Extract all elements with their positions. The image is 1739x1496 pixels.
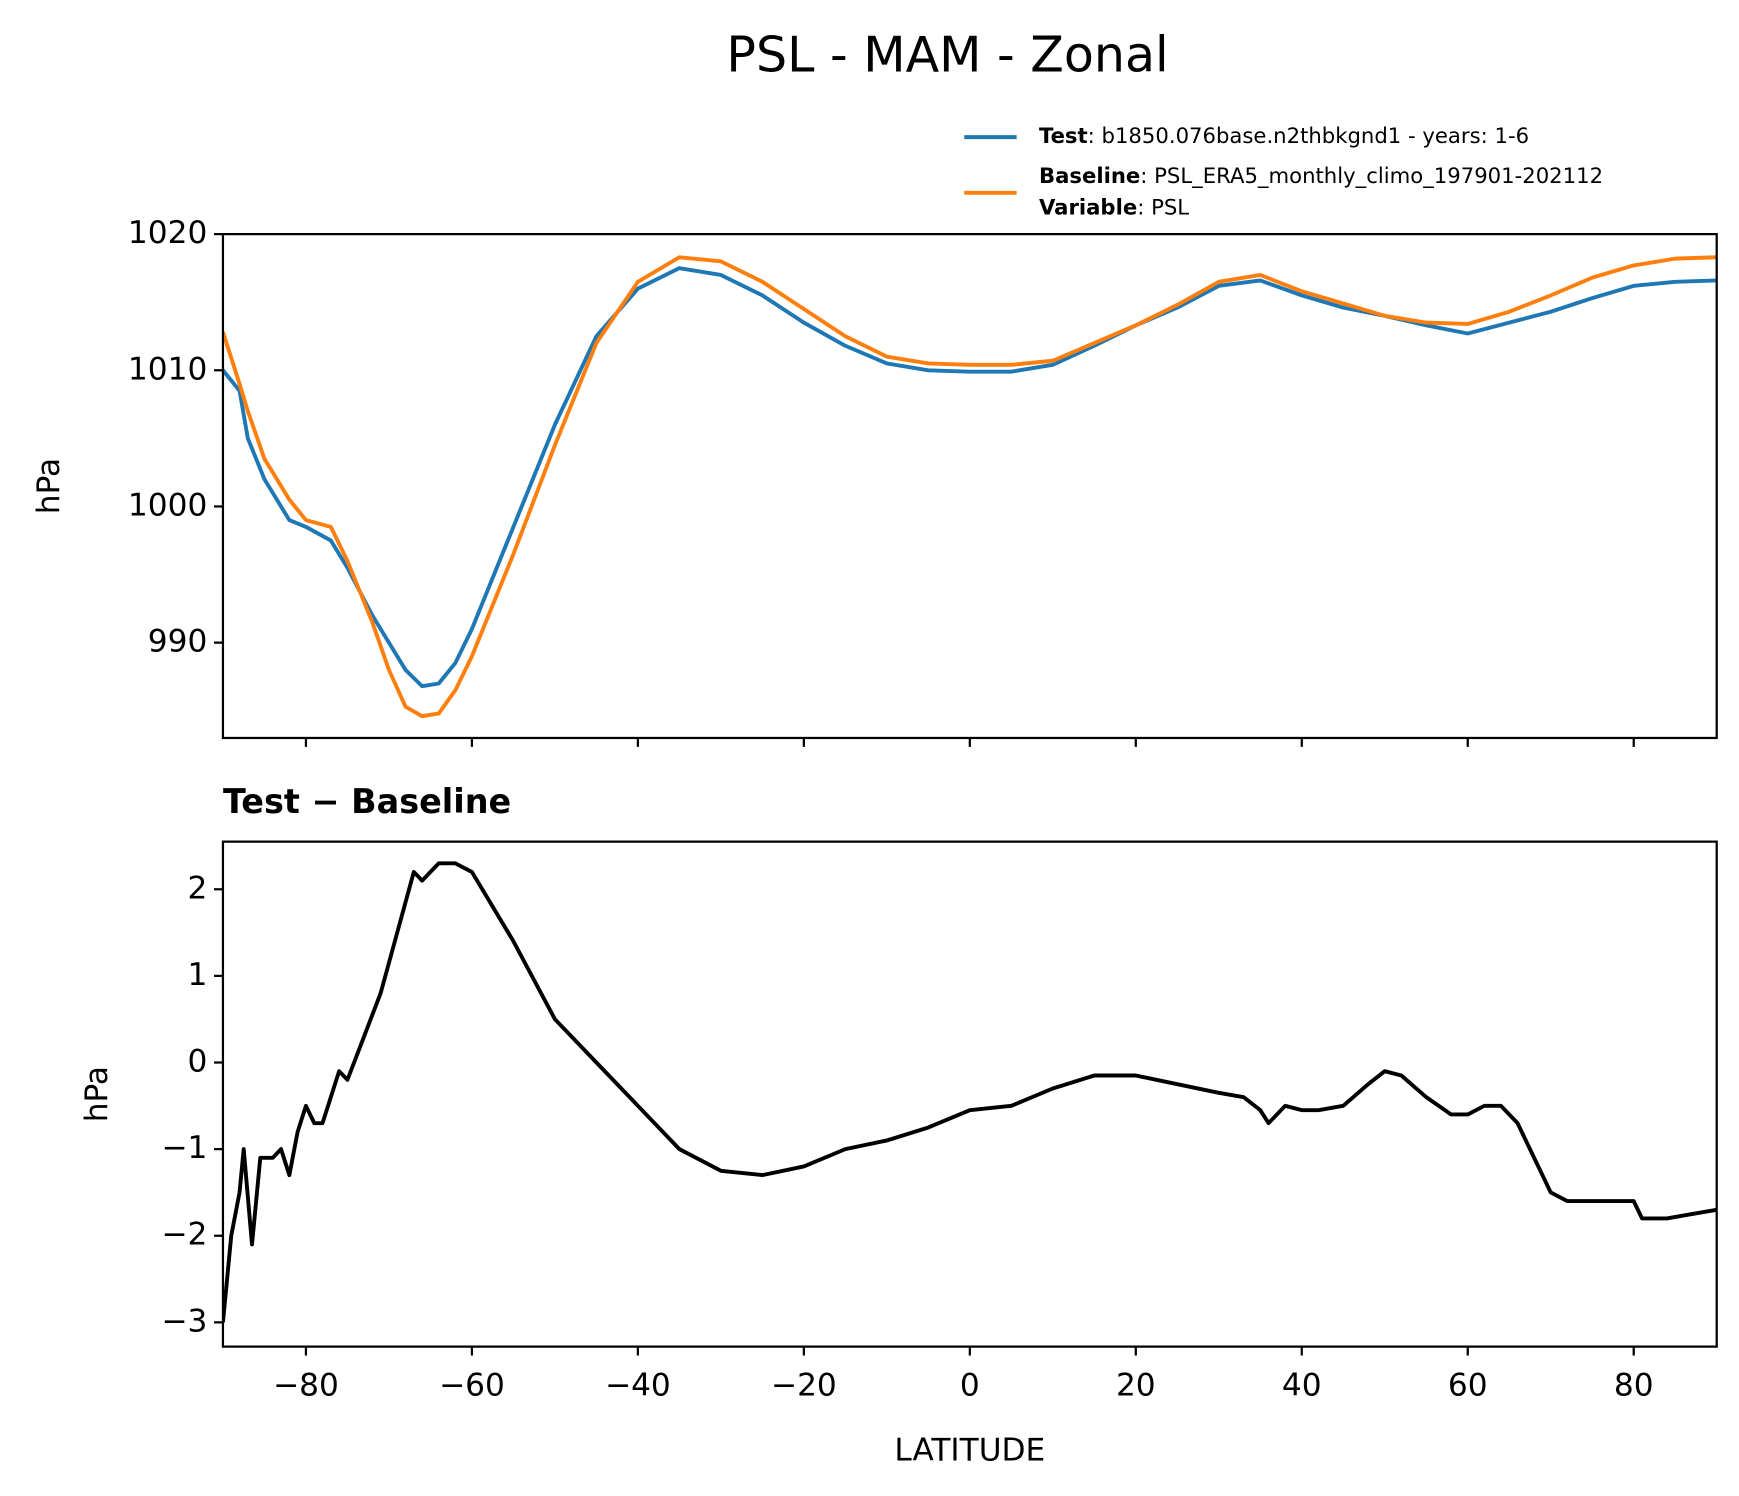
- subplot-title: Test − Baseline: [223, 782, 511, 821]
- legend-name: Test: [1039, 123, 1088, 148]
- y-axis-label: hPa: [31, 458, 67, 514]
- y-tick-label: 1020: [128, 215, 207, 251]
- axes-frame: [221, 232, 1718, 740]
- x-axis-label: LATITUDE: [894, 1432, 1045, 1468]
- legend-name: Baseline: [1039, 163, 1140, 188]
- line: [222, 255, 1717, 719]
- line: [222, 861, 1717, 1323]
- legend-entry: Test: b1850.076base.n2thbkgnd1 - years: …: [1039, 123, 1529, 148]
- y-tick-label: 0: [187, 1044, 207, 1080]
- legend-name: Variable: [1039, 194, 1137, 219]
- y-tick-label: −1: [161, 1130, 207, 1166]
- x-tick-label: −80: [273, 1368, 339, 1404]
- x-tick-label: 60: [1448, 1368, 1488, 1404]
- legend-label: : b1850.076base.n2thbkgnd1 - years: 1-6: [1088, 123, 1529, 148]
- x-tick-label: −20: [771, 1368, 837, 1404]
- legend-entry: Baseline: PSL_ERA5_monthly_climo_197901-…: [1039, 163, 1603, 189]
- y-tick-label: −2: [161, 1217, 207, 1253]
- y-tick-label: 1: [187, 957, 207, 993]
- axes-frame: [221, 840, 1718, 1348]
- y-tick-label: 1010: [128, 351, 207, 387]
- line: [222, 266, 1717, 689]
- x-tick-label: 40: [1282, 1368, 1322, 1404]
- chart-title: PSL - MAM - Zonal: [726, 25, 1168, 83]
- legend-entry: Variable: PSL: [1039, 194, 1189, 219]
- legend-label: : PSL_ERA5_monthly_climo_197901-202112: [1140, 163, 1603, 189]
- x-tick-label: −60: [439, 1368, 505, 1404]
- x-tick-label: 80: [1614, 1368, 1654, 1404]
- y-axis-label: hPa: [79, 1066, 115, 1122]
- y-tick-label: −3: [161, 1303, 207, 1339]
- legend-label: : PSL: [1137, 194, 1189, 219]
- x-tick-label: −40: [605, 1368, 671, 1404]
- x-tick-label: 0: [960, 1368, 980, 1404]
- y-tick-label: 990: [148, 624, 208, 660]
- x-tick-label: 20: [1116, 1368, 1156, 1404]
- y-tick-label: 1000: [128, 487, 207, 523]
- y-tick-label: 2: [187, 870, 207, 906]
